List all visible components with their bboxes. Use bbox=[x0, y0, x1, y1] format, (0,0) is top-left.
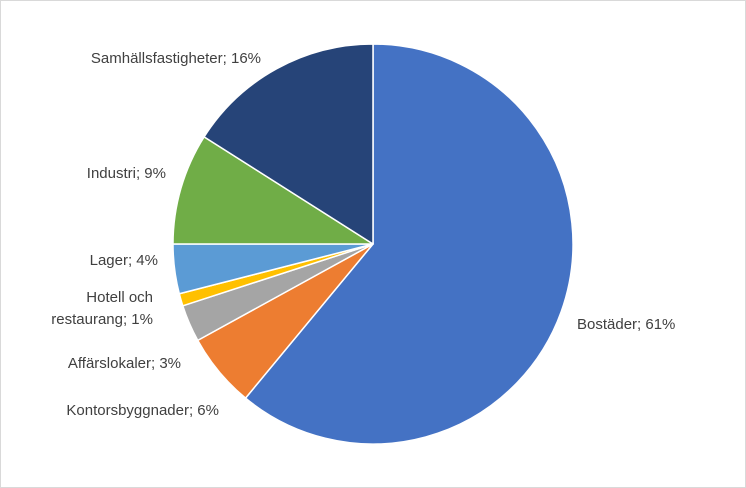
pie-slices bbox=[172, 43, 574, 445]
slice-label-kontorsbyggnader: Kontorsbyggnader; 6% bbox=[66, 402, 219, 419]
slice-label-lager: Lager; 4% bbox=[90, 252, 158, 269]
pie-slice-bostader bbox=[244, 43, 574, 445]
slice-label-samhallsfastigheter: Samhällsfastigheter; 16% bbox=[91, 50, 261, 67]
slice-label-line: Lager; 4% bbox=[90, 252, 158, 269]
slice-label-line: Hotell och bbox=[86, 289, 153, 306]
slice-label-line: Samhällsfastigheter; 16% bbox=[91, 50, 261, 67]
slice-label-industri: Industri; 9% bbox=[87, 165, 166, 182]
slice-label-line: Industri; 9% bbox=[87, 165, 166, 182]
slice-label-line: Affärslokaler; 3% bbox=[68, 355, 181, 372]
slice-label-hotell-och-restaurang: Hotell och restaurang; 1% bbox=[51, 289, 153, 328]
pie-slice-samhallsfastigheter bbox=[203, 43, 374, 245]
slice-label-bostader: Bostäder; 61% bbox=[577, 316, 675, 333]
slice-label-affarslokaler: Affärslokaler; 3% bbox=[68, 355, 181, 372]
slice-label-line: restaurang; 1% bbox=[51, 311, 153, 328]
slice-label-line: Kontorsbyggnader; 6% bbox=[66, 402, 219, 419]
slice-label-line: Bostäder; 61% bbox=[577, 316, 675, 333]
pie-labels: Bostäder; 61% Kontorsbyggnader; 6% Affärsl… bbox=[51, 50, 675, 419]
pie-slice-industri bbox=[172, 136, 374, 245]
